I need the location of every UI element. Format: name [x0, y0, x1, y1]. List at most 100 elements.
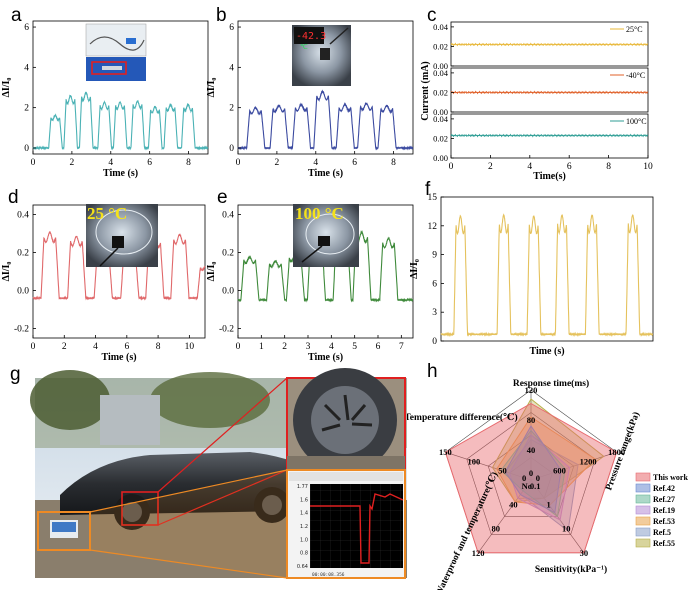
radar-tick-label: 0: [522, 473, 526, 483]
x-tick-label: 6: [567, 162, 572, 172]
y-tick-label: 0.02: [433, 41, 448, 51]
y-tick-label-e: 0.4: [222, 211, 234, 221]
y-tick-label-b: 0: [229, 144, 234, 154]
plot-frame-b: [237, 20, 414, 155]
y-tick-label-f: 15: [428, 193, 438, 203]
display-readout: -42.3: [296, 31, 326, 42]
x-axis-label-b: Time (s): [308, 168, 343, 179]
y-tick-label-b: 6: [229, 23, 234, 33]
radar-series-ref53: [496, 416, 596, 507]
x-tick-label-a: 6: [147, 158, 152, 168]
radar-tick-label: 30: [580, 548, 589, 558]
radar-tick-label: 600: [553, 466, 566, 476]
y-tick-label-e: 0.0: [222, 287, 234, 297]
x-tick-label-a: 2: [70, 158, 75, 168]
radar-grid: [466, 412, 596, 535]
y-axis-label-a: ΔI/I₀: [1, 78, 12, 98]
legend-label: 100°C: [626, 117, 647, 126]
monitor-timestamp: 00:00:08.356: [312, 572, 345, 578]
condition-label-d: 25 °C: [87, 204, 127, 223]
chart-h: 040801200600120018000.111030No4080120050…: [404, 378, 688, 595]
x-tick-label-b: 4: [313, 158, 318, 168]
radar-tick-label: 150: [439, 447, 452, 457]
panel-label-h: h: [427, 361, 438, 382]
x-tick-label-e: 0: [236, 342, 241, 352]
y-axis-label-f: ΔI/I₀: [409, 259, 420, 279]
monitor-trace: [310, 493, 404, 564]
x-tick-label: 10: [643, 162, 653, 172]
y-axis-label-d: ΔI/I₀: [1, 262, 12, 282]
radar-tick-label: 0: [536, 473, 540, 483]
x-tick-label-d: 4: [93, 342, 98, 352]
panel-label-c: c: [427, 5, 437, 26]
legend-label: 25°C: [626, 25, 643, 34]
radar-tick-label: 10: [562, 524, 571, 534]
legend-label: Ref.53: [653, 517, 675, 526]
legend-label: Ref.42: [653, 484, 675, 493]
y-tick-label-f: 6: [432, 279, 437, 289]
y-tick-label-f: 12: [428, 222, 438, 232]
panel-label-g: g: [10, 364, 21, 385]
legend-swatch: [635, 538, 651, 548]
data-line-a: [32, 91, 209, 151]
x-tick-label-e: 1: [259, 342, 264, 352]
y-tick-label-d: 0.4: [17, 211, 29, 221]
y-tick-label: 0.04: [433, 22, 449, 32]
y-axis-label-e: ΔI/I₀: [206, 262, 217, 282]
y-tick-label: 0.00: [433, 153, 448, 163]
x-tick-label-d: 6: [124, 342, 129, 352]
monitor-tick-label: 1.2: [300, 524, 308, 530]
monitor-tick-label: 0.64: [297, 564, 308, 570]
panel-label-d: d: [8, 187, 19, 208]
radar-series-thiswork: [444, 402, 618, 554]
y-tick-label: 0.00: [433, 107, 448, 117]
radar-tick-label: 1200: [580, 456, 597, 466]
y-tick-label-f: 9: [432, 251, 437, 261]
monitor-tick-label: 1.6: [300, 497, 308, 503]
monitor-tick-label: 0.8: [300, 551, 308, 557]
display-unit: ℃: [300, 43, 308, 51]
x-tick-label-b: 6: [352, 158, 357, 168]
series-line-2: [450, 133, 649, 138]
legend-label: Ref.5: [653, 528, 671, 537]
panel-label-b: b: [216, 5, 227, 26]
monitor-tick-label: 1.4: [300, 511, 308, 517]
legend-swatch: [635, 483, 651, 493]
y-tick-label-a: 6: [24, 23, 29, 33]
data-line-b: [237, 89, 414, 151]
radar-axis-label: Sensitivity(kPa⁻¹): [535, 564, 607, 575]
radar-tick-label: 1800: [608, 447, 625, 457]
legend-label: Ref.27: [653, 495, 675, 504]
panel-label-e: e: [217, 187, 228, 208]
x-tick-label-a: 8: [186, 158, 191, 168]
x-tick-label-e: 5: [352, 342, 357, 352]
y-tick-label-f: 3: [432, 308, 437, 318]
y-tick-label-f: 0: [432, 337, 437, 347]
x-tick-label-b: 2: [275, 158, 280, 168]
inset-photo-b: -42.3 ℃: [292, 25, 351, 86]
radar-grid: [487, 434, 575, 517]
legend-swatch: [635, 494, 651, 504]
y-tick-label-e: -0.2: [219, 325, 234, 335]
chart-f: 0 3 6 9 12 15 Time (s) ΔI/I₀: [409, 193, 654, 357]
radar-axis-label: Temperature difference(℃): [404, 412, 517, 423]
y-tick-label-d: -0.2: [14, 325, 29, 335]
inset-photo-a: [85, 23, 147, 81]
series-line-1: [450, 90, 649, 95]
radar-tick-label: 1: [547, 499, 551, 509]
panel-label-f: f: [425, 179, 431, 200]
x-tick-label-e: 7: [399, 342, 404, 352]
x-tick-label-d: 0: [31, 342, 36, 352]
x-tick-label: 4: [527, 162, 532, 172]
data-line-d: [32, 230, 206, 301]
x-tick-label: 0: [449, 162, 454, 172]
radar-tick-label: 80: [491, 524, 500, 534]
subplot-frame: [450, 67, 649, 113]
x-tick-label: 8: [606, 162, 611, 172]
radar-series-ref27: [500, 429, 566, 518]
radar-tick-label: 0.1: [530, 481, 541, 491]
radar-tick-label: 120: [472, 548, 485, 558]
radar-spoke: [477, 479, 532, 553]
chart-b: 0 2 4 6 8 0 2 4 6 Time (s) ΔI/I₀: [206, 20, 414, 179]
monitor-tick-label: 1.0: [300, 537, 308, 543]
